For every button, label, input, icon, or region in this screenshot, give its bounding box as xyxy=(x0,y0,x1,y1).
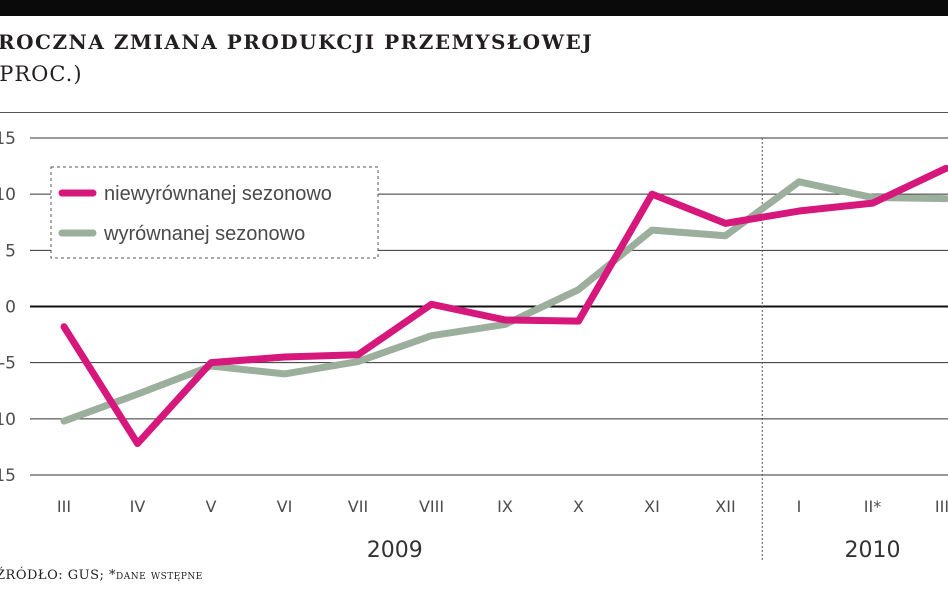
legend-box xyxy=(50,166,379,259)
chart-title: ROCZNA ZMIANA PRODUKCJI PRZEMYSŁOWEJ xyxy=(0,30,594,54)
grid-lines xyxy=(30,137,948,562)
y-tick-label: 15 xyxy=(0,129,16,149)
series-line xyxy=(60,164,948,448)
x-tick-label: XI xyxy=(644,497,660,516)
source-footnote: *dane wstępne xyxy=(109,568,203,583)
legend-label: niewyrównanej sezonowo xyxy=(104,183,332,205)
x-tick-label: VI xyxy=(277,497,293,516)
x-tick-label: IX xyxy=(497,497,513,516)
top-bar xyxy=(0,0,948,16)
y-tick-label: -10 xyxy=(0,410,16,430)
year-labels: 2009 2010 xyxy=(367,538,901,563)
chart-subtitle: (PROC.) xyxy=(0,62,83,86)
x-tick-label: VII xyxy=(348,497,368,516)
x-tick-label: X xyxy=(573,497,584,516)
y-tick-label: 10 xyxy=(0,185,16,205)
x-tick-label: I xyxy=(797,497,802,516)
y-tick-label: -15 xyxy=(0,466,16,486)
y-axis-ticks: 15 10 5 0 -5 -10 -15 xyxy=(0,129,16,486)
year-label: 2010 xyxy=(845,538,901,563)
legend-label: wyrównanej sezonowo xyxy=(103,223,305,245)
series-lines xyxy=(60,164,948,448)
x-tick-label: II* xyxy=(864,497,881,516)
source-note: ŹRÓDŁO: GUS; *dane wstępne xyxy=(0,568,203,583)
header-rule xyxy=(0,112,948,113)
x-tick-label: V xyxy=(206,497,217,516)
x-tick-label: III xyxy=(57,497,71,516)
y-tick-label: 0 xyxy=(5,298,16,318)
y-tick-label: 5 xyxy=(5,241,16,261)
x-tick-label: IV xyxy=(130,497,146,516)
source-prefix: ŹRÓDŁO: GUS; xyxy=(0,568,110,583)
x-tick-label: III* xyxy=(935,497,948,516)
y-tick-label: -5 xyxy=(0,354,16,374)
year-label: 2009 xyxy=(367,538,423,563)
x-tick-label: VIII xyxy=(419,497,444,516)
line-chart: 151050-5-10-15 IIIIVVVIVIIVIIIIXXXIXIIII… xyxy=(0,129,948,563)
legend: niewyrównanej sezonowo wyrównanej sezonow… xyxy=(50,166,379,259)
x-tick-label: XII xyxy=(715,497,735,516)
